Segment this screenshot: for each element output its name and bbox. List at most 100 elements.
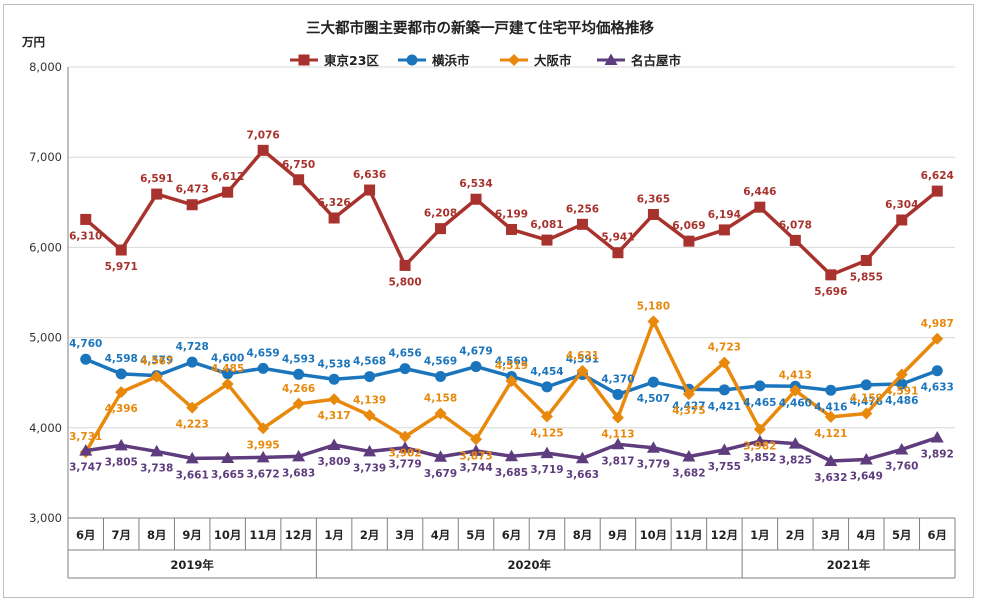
data-label: 5,180 xyxy=(637,300,670,312)
x-tick-label: 10月 xyxy=(214,528,242,542)
data-point xyxy=(399,259,411,271)
data-point xyxy=(469,444,483,456)
data-point xyxy=(576,218,588,230)
data-label: 4,519 xyxy=(495,360,528,372)
data-point xyxy=(221,451,235,464)
data-point xyxy=(683,235,695,247)
data-label: 3,672 xyxy=(247,468,280,480)
data-point xyxy=(292,397,305,410)
data-label: 4,396 xyxy=(105,403,138,415)
data-label: 6,624 xyxy=(921,170,954,182)
data-label: 4,538 xyxy=(317,358,350,370)
data-point xyxy=(328,373,340,385)
data-label: 3,825 xyxy=(779,455,812,467)
data-label: 4,723 xyxy=(708,342,741,354)
data-point xyxy=(399,430,412,443)
data-label: 4,591 xyxy=(885,385,918,397)
data-point xyxy=(434,407,447,420)
data-label: 3,779 xyxy=(637,459,670,471)
x-tick-label: 8月 xyxy=(147,528,167,542)
data-label: 6,199 xyxy=(495,208,528,220)
data-point xyxy=(754,380,766,392)
y-tick-label: 5,000 xyxy=(29,331,62,345)
data-point xyxy=(186,199,198,211)
x-tick-label: 3月 xyxy=(821,528,841,542)
data-label: 4,679 xyxy=(459,346,492,358)
data-point xyxy=(611,437,625,450)
x-tick-label: 4月 xyxy=(431,528,451,542)
legend-label: 東京23区 xyxy=(324,53,379,68)
data-point xyxy=(931,365,943,377)
data-point xyxy=(682,449,696,462)
data-point xyxy=(114,438,128,451)
data-label: 4,460 xyxy=(779,397,812,409)
data-point xyxy=(470,433,483,446)
data-label: 4,631 xyxy=(566,350,599,362)
data-point xyxy=(434,450,448,462)
data-label: 4,370 xyxy=(601,373,634,385)
data-point xyxy=(256,450,270,463)
data-point xyxy=(647,315,660,328)
data-point xyxy=(611,411,624,424)
data-label: 4,569 xyxy=(424,355,457,367)
data-label: 3,731 xyxy=(69,431,102,443)
data-point xyxy=(860,379,872,391)
x-tick-label: 2月 xyxy=(360,528,380,542)
data-point xyxy=(753,434,767,447)
data-point xyxy=(824,454,838,466)
data-label: 3,817 xyxy=(601,455,634,467)
data-label: 4,476 xyxy=(850,396,883,408)
data-point xyxy=(825,384,837,396)
series-0 xyxy=(80,144,943,281)
data-point xyxy=(789,384,802,397)
data-point xyxy=(860,407,873,420)
data-point xyxy=(470,193,482,205)
data-point xyxy=(328,212,340,224)
data-point xyxy=(398,441,412,453)
data-point xyxy=(150,370,163,383)
data-point xyxy=(221,378,234,391)
data-point xyxy=(647,376,659,388)
data-point xyxy=(789,234,801,246)
data-label: 3,663 xyxy=(566,469,599,481)
data-point xyxy=(328,393,341,406)
data-label: 4,421 xyxy=(708,401,741,413)
data-label: 3,632 xyxy=(814,472,847,484)
data-point xyxy=(541,234,553,246)
x-tick-label: 11月 xyxy=(249,528,277,542)
data-label: 3,685 xyxy=(495,467,528,479)
data-point xyxy=(575,451,589,464)
data-point xyxy=(931,332,944,345)
data-label: 6,081 xyxy=(530,219,563,231)
data-point xyxy=(788,437,802,449)
data-label: 6,194 xyxy=(708,209,741,221)
data-point xyxy=(647,208,659,220)
data-point xyxy=(540,446,554,459)
data-point xyxy=(222,186,234,198)
data-label: 4,413 xyxy=(779,370,812,382)
data-label: 3,679 xyxy=(424,468,457,480)
data-point xyxy=(540,410,553,423)
data-point xyxy=(895,368,908,381)
x-tick-label: 6月 xyxy=(76,528,96,542)
y-tick-label: 8,000 xyxy=(29,60,62,74)
data-label: 3,873 xyxy=(459,450,492,462)
data-point xyxy=(364,184,376,196)
data-label: 3,719 xyxy=(530,464,563,476)
y-axis-unit: 万円 xyxy=(21,35,45,49)
data-label: 3,682 xyxy=(672,467,705,479)
data-label: 6,310 xyxy=(69,230,102,242)
data-label: 6,365 xyxy=(637,193,670,205)
x-tick-label: 5月 xyxy=(892,528,912,542)
data-label: 6,636 xyxy=(353,169,386,181)
data-point xyxy=(930,431,944,443)
data-point xyxy=(115,244,127,256)
data-label: 3,805 xyxy=(105,456,138,468)
data-point xyxy=(896,378,908,390)
data-point xyxy=(754,201,766,213)
data-point xyxy=(470,361,482,373)
data-label: 4,416 xyxy=(814,401,847,413)
data-point xyxy=(718,224,730,236)
legend-label: 横浜市 xyxy=(432,53,470,68)
